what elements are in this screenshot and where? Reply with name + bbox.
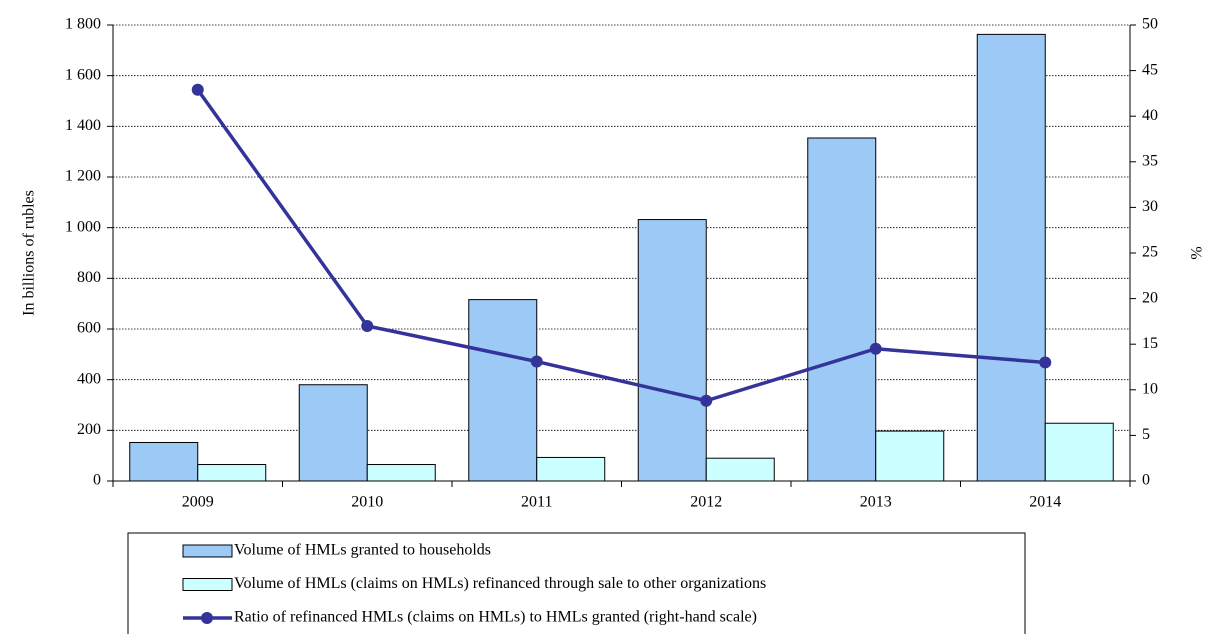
y-tick-label: 1 600 [65,66,101,83]
y-tick-label: 1 800 [65,16,101,33]
bar [197,464,267,482]
bar [875,430,945,482]
bar [976,33,1046,482]
line-marker [361,319,374,332]
line-marker [191,83,204,96]
x-tick-label: 2013 [860,494,892,511]
x-tick-label: 2012 [690,494,722,511]
bar [129,441,199,482]
y2-tick-label: 0 [1142,472,1150,489]
line-marker [700,394,713,407]
bar [807,137,877,482]
line-marker [530,355,543,368]
y-tick-label: 600 [77,320,101,337]
y2-tick-label: 15 [1142,335,1158,352]
x-tick-label: 2009 [182,494,214,511]
y2-tick-label: 40 [1142,107,1158,124]
y2-tick-label: 50 [1142,16,1158,33]
x-tick-label: 2014 [1029,494,1061,511]
bar [1044,422,1114,482]
y-tick-label: 1 200 [65,168,101,185]
y2-tick-label: 30 [1142,198,1158,215]
y-tick-label: 400 [77,370,101,387]
y-tick-label: 1 400 [65,117,101,134]
line-marker [869,342,882,355]
bar [705,457,775,482]
y-axis-label: In billions of rubles [21,190,38,316]
y2-tick-label: 25 [1142,244,1158,261]
y2-tick-label: 35 [1142,152,1158,169]
y-tick-label: 200 [77,421,101,438]
y-tick-label: 1 000 [65,218,101,235]
line-marker [1039,356,1052,369]
y2-tick-label: 10 [1142,380,1158,397]
legend-box [127,532,1026,634]
legend-swatch-marker [201,612,213,624]
x-tick-label: 2011 [521,494,552,511]
bar [468,299,538,482]
y2-tick-label: 45 [1142,61,1158,78]
bar [637,219,707,482]
legend-label: Volume of HMLs (claims on HMLs) refinanc… [234,575,766,592]
y2-tick-label: 5 [1142,426,1150,443]
x-tick-label: 2010 [351,494,383,511]
legend-label: Ratio of refinanced HMLs (claims on HMLs… [234,609,757,626]
bar [366,464,436,482]
y2-axis-label: % [1189,246,1206,259]
y2-tick-label: 20 [1142,289,1158,306]
legend-label: Volume of HMLs granted to households [234,542,491,559]
legend-swatch [182,578,233,591]
legend-swatch [182,544,233,558]
y-tick-label: 0 [93,472,101,489]
line [196,88,1046,403]
bar [536,456,606,482]
y-tick-label: 800 [77,269,101,286]
bar [298,384,368,482]
